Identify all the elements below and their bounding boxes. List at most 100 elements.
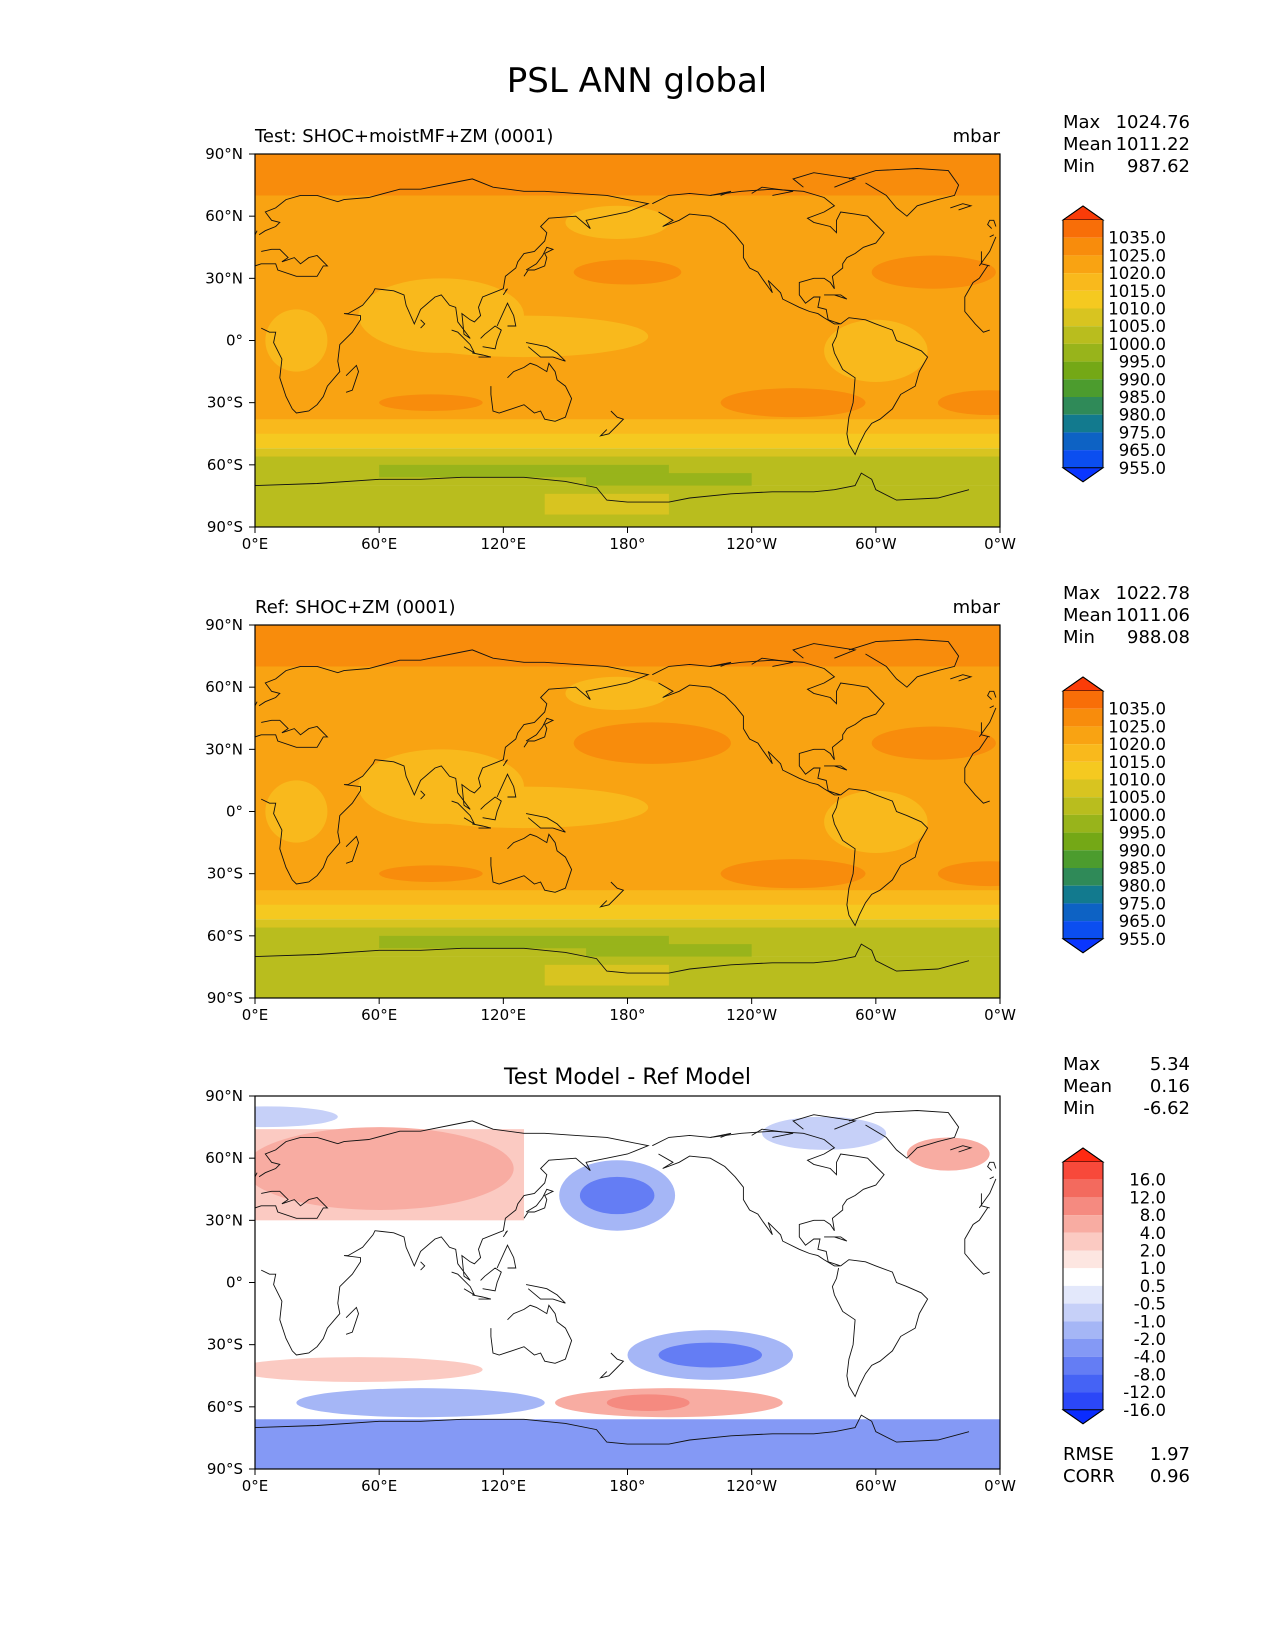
y-tick-label: 90°N <box>205 1087 243 1105</box>
contour-region <box>255 154 1000 434</box>
colorbar-extend-max <box>1061 1147 1105 1163</box>
contour-region <box>824 319 928 382</box>
contour-region <box>762 1116 887 1150</box>
coastline <box>255 649 997 885</box>
y-tick-label: 60°S <box>207 456 243 474</box>
x-tick-label: 0°E <box>242 1477 269 1495</box>
x-tick-label: 180° <box>609 535 645 553</box>
colorbar-label: -8.0 <box>1134 1365 1166 1384</box>
coastline <box>502 288 508 296</box>
x-tick-label: 60°E <box>361 535 397 553</box>
stat-label: Min <box>1063 156 1095 177</box>
coastline <box>472 352 492 358</box>
stat-value: 1011.22 <box>1116 134 1190 155</box>
stat-label: Min <box>1063 1098 1095 1119</box>
colorbar-label: 8.0 <box>1140 1206 1166 1225</box>
contour-region <box>379 394 483 411</box>
contour-region <box>720 859 866 889</box>
stat-value: 988.08 <box>1127 627 1190 648</box>
y-tick-label: 90°S <box>207 518 243 536</box>
coastline <box>710 190 732 196</box>
x-tick-label: 120°W <box>726 1006 777 1024</box>
contour-region <box>544 493 669 515</box>
colorbar-label: 990.0 <box>1119 370 1166 389</box>
colorbar-segment <box>1063 1250 1103 1269</box>
colorbar-label: 965.0 <box>1119 441 1166 460</box>
contour-region <box>255 433 1000 449</box>
colorbar-label: 1000.0 <box>1108 335 1166 354</box>
colorbar-segment <box>1063 273 1103 291</box>
colorbar-label: 1005.0 <box>1108 788 1166 807</box>
coastline <box>472 823 492 829</box>
coastline <box>831 317 929 456</box>
metric-label: RMSE <box>1063 1444 1114 1465</box>
panel-title: Test: SHOC+moistMF+ZM (0001) <box>254 126 553 147</box>
coastline <box>751 657 794 667</box>
coastline <box>652 188 885 325</box>
colorbar-label: 1025.0 <box>1108 246 1166 265</box>
colorbar-segment <box>1063 255 1103 274</box>
coastline <box>345 364 359 393</box>
stat-label: Mean <box>1063 605 1112 626</box>
contour-region <box>255 904 1000 920</box>
coastline <box>792 1114 857 1130</box>
panel-diff: 0°E 60°E 120°E 180° 120°W 60°W 0°W 90°N 60°N 30°N… <box>205 1054 1190 1495</box>
contour-region <box>265 780 328 843</box>
coastlines-test <box>255 168 997 527</box>
y-tick-label: 30°N <box>205 740 243 758</box>
coastline <box>950 203 973 211</box>
x-tick-label: 0°E <box>242 1006 269 1024</box>
panel-test: 0°E 60°E 120°E 180° 120°W 60°W 0°W 90°N 60°N 30°N… <box>205 112 1190 553</box>
colorbar-segment <box>1063 1374 1103 1393</box>
colorbar-label: 1035.0 <box>1108 229 1166 248</box>
coastline <box>255 1414 970 1469</box>
x-tick-label: 120°E <box>481 1477 527 1495</box>
colorbar-ref: 1035.01025.01020.01015.01010.01005.01000… <box>1061 676 1166 954</box>
coastline <box>420 790 426 800</box>
colorbar-segment <box>1063 308 1103 327</box>
coastline <box>480 325 502 350</box>
coastline <box>345 835 359 864</box>
colorbar-segment <box>1063 921 1103 939</box>
coastline <box>751 1128 794 1138</box>
colorbar-label: 1020.0 <box>1108 735 1166 754</box>
stat-value: 5.34 <box>1150 1054 1190 1075</box>
y-tick-label: 30°S <box>207 394 243 412</box>
coastline <box>526 342 566 362</box>
colorbar-segment <box>1063 903 1103 922</box>
colorbar-segment <box>1063 379 1103 397</box>
units-label: mbar <box>953 126 1001 147</box>
coastline <box>502 759 508 767</box>
x-tick-label: 120°E <box>481 1006 527 1024</box>
figure-title: PSL ANN global <box>507 61 767 101</box>
colorbar-label: 1010.0 <box>1108 300 1166 319</box>
colorbar-segment <box>1063 290 1103 309</box>
colorbar-segment <box>1063 326 1103 344</box>
contour-region <box>255 1127 514 1210</box>
colorbar-label: 16.0 <box>1129 1171 1166 1190</box>
colorbar-segment <box>1063 1321 1103 1339</box>
coastline <box>824 294 848 300</box>
contour-region <box>573 722 731 764</box>
metric-label: CORR <box>1063 1466 1115 1487</box>
colorbar-label: -4.0 <box>1134 1348 1166 1367</box>
coastline <box>345 1306 359 1335</box>
coastline <box>523 246 555 277</box>
colorbar-segment <box>1063 1197 1103 1216</box>
colorbar-outline <box>1062 1147 1104 1425</box>
contour-region <box>399 315 649 358</box>
coastline <box>523 717 555 748</box>
stat-label: Max <box>1063 583 1101 604</box>
colorbar-segment <box>1063 361 1103 380</box>
colorbar-label: 1015.0 <box>1108 282 1166 301</box>
coastline <box>792 172 857 188</box>
colorbar-label: 990.0 <box>1119 841 1166 860</box>
colorbar-label: 995.0 <box>1119 353 1166 372</box>
coastline <box>472 1294 492 1300</box>
colorbar-segment <box>1063 1356 1103 1375</box>
x-tick-label: 0°W <box>984 1477 1016 1495</box>
x-tick-label: 120°W <box>726 1477 777 1495</box>
contour-region <box>565 205 669 239</box>
colorbar-label: 12.0 <box>1129 1188 1166 1207</box>
colorbar-segment <box>1063 726 1103 745</box>
